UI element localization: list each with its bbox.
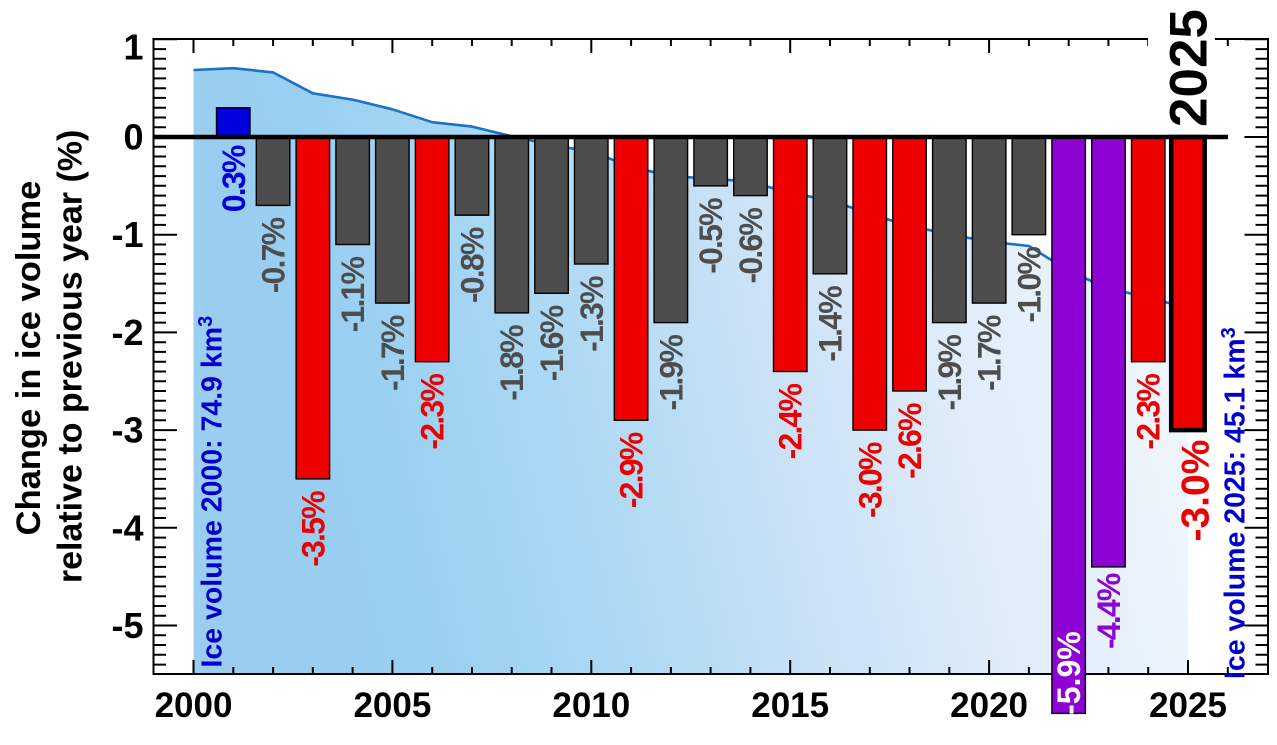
svg-text:-1.7%: -1.7% [972, 315, 1008, 391]
svg-text:-5: -5 [111, 605, 143, 646]
svg-text:-1.8%: -1.8% [494, 325, 530, 401]
svg-text:2010: 2010 [552, 686, 630, 725]
svg-text:relative to previous year (%): relative to previous year (%) [52, 130, 90, 584]
svg-text:-2.6%: -2.6% [892, 403, 928, 479]
svg-text:-1.1%: -1.1% [335, 256, 371, 332]
svg-text:2005: 2005 [353, 686, 431, 725]
svg-text:0.3%: 0.3% [216, 145, 252, 212]
svg-text:-2.3%: -2.3% [415, 374, 451, 450]
svg-text:-3.5%: -3.5% [295, 491, 331, 567]
svg-text:-4.4%: -4.4% [1091, 573, 1127, 649]
svg-text:Ice volume 2000: 74.9 km3: Ice volume 2000: 74.9 km3 [195, 316, 229, 668]
svg-text:-3.0%: -3.0% [852, 442, 888, 518]
svg-text:-1.9%: -1.9% [932, 335, 968, 411]
svg-text:1: 1 [123, 27, 143, 68]
svg-text:-1.3%: -1.3% [574, 276, 610, 352]
svg-text:-2.3%: -2.3% [1131, 374, 1167, 450]
svg-text:-3.0%: -3.0% [1175, 440, 1218, 542]
svg-text:2000: 2000 [155, 686, 233, 725]
svg-text:-1.0%: -1.0% [1011, 247, 1047, 323]
svg-text:-1.7%: -1.7% [375, 315, 411, 391]
svg-text:0: 0 [123, 117, 143, 158]
svg-text:-0.8%: -0.8% [455, 227, 491, 303]
svg-text:Ice volume 2025: 45.1 km3: Ice volume 2025: 45.1 km3 [1218, 327, 1252, 679]
svg-text:-0.7%: -0.7% [256, 217, 292, 293]
svg-text:-0.6%: -0.6% [733, 208, 769, 284]
svg-text:-2.4%: -2.4% [773, 383, 809, 459]
svg-text:Change in ice volume: Change in ice volume [10, 181, 48, 536]
svg-text:-4: -4 [111, 507, 143, 548]
svg-text:-2.9%: -2.9% [614, 432, 650, 508]
svg-text:-1: -1 [111, 214, 143, 255]
svg-text:-1.4%: -1.4% [813, 286, 849, 362]
svg-text:2025: 2025 [1160, 9, 1219, 127]
svg-text:-1.6%: -1.6% [534, 305, 570, 381]
svg-text:-0.5%: -0.5% [693, 198, 729, 274]
svg-text:-2: -2 [111, 312, 143, 353]
svg-text:-3: -3 [111, 410, 143, 451]
svg-text:2020: 2020 [950, 686, 1028, 725]
svg-text:2015: 2015 [751, 686, 829, 725]
svg-text:-1.9%: -1.9% [653, 335, 689, 411]
svg-text:2025: 2025 [1149, 686, 1227, 725]
svg-text:-5.9%: -5.9% [1051, 631, 1087, 715]
